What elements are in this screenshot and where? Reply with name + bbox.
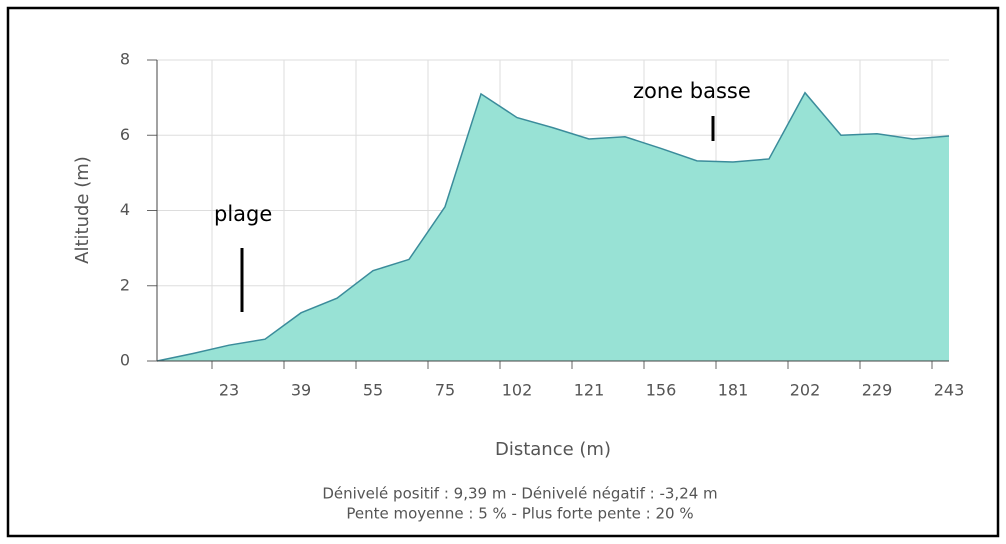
footer-line: Pente moyenne : 5 % - Plus forte pente :…: [346, 505, 693, 523]
x-tick-label: 181: [718, 381, 749, 400]
area-fill: [157, 92, 949, 361]
x-tick-label: 55: [363, 381, 383, 400]
footer-line: Dénivelé positif : 9,39 m - Dénivelé nég…: [322, 485, 717, 503]
y-tick-label: 0: [120, 351, 130, 370]
x-tick-label: 156: [646, 381, 677, 400]
x-tick-label: 75: [435, 381, 455, 400]
x-tick-label: 102: [502, 381, 533, 400]
annotation: plage: [214, 202, 272, 226]
y-tick-label: 8: [120, 50, 130, 69]
frame: [6, 6, 1000, 538]
annotation: zone basse: [633, 79, 751, 103]
x-tick-label: 229: [862, 381, 893, 400]
x-axis-label: Distance (m): [495, 439, 611, 460]
x-tick-label: 39: [291, 381, 311, 400]
x-tick-label: 202: [790, 381, 821, 400]
x-tick-label: 121: [574, 381, 605, 400]
y-tick-label: 4: [120, 200, 130, 219]
area-line: [156, 91, 950, 362]
y-tick-label: 6: [120, 125, 130, 144]
y-axis-label: Altitude (m): [72, 156, 93, 264]
y-tick-label: 2: [120, 275, 130, 294]
x-tick-label: 243: [934, 381, 965, 400]
x-tick-label: 23: [219, 381, 239, 400]
